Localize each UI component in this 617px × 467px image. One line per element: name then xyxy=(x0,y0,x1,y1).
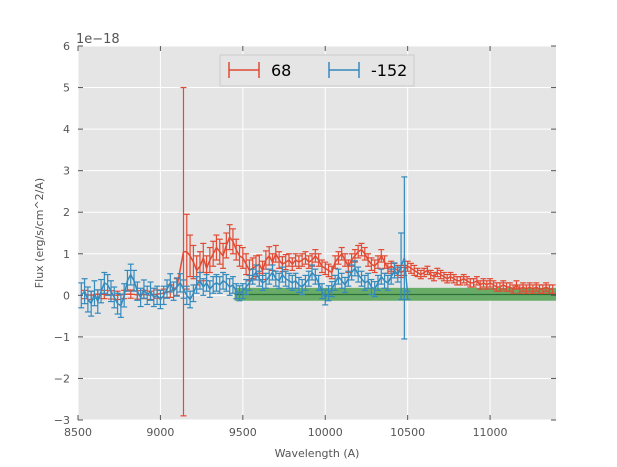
series-line xyxy=(80,257,409,307)
x-tick-label: 10500 xyxy=(390,426,425,439)
grid-lines xyxy=(77,45,556,421)
y-tick-label: 2 xyxy=(63,206,70,219)
y-tick-label: 3 xyxy=(63,165,70,178)
y-tick-label: 6 xyxy=(63,40,70,53)
x-tick-label: 9500 xyxy=(229,426,257,439)
y-axis: −3 −2 −1 0 1 2 3 4 5 6 xyxy=(54,40,556,427)
legend-marker-68 xyxy=(228,62,260,78)
plot-background xyxy=(78,46,556,420)
y-tick-label: 4 xyxy=(63,123,70,136)
x-tick-label: 8500 xyxy=(64,426,92,439)
highlight-band xyxy=(234,287,556,301)
x-tick-label: 9000 xyxy=(146,426,174,439)
y-tick-label: −3 xyxy=(54,414,70,427)
y-tick-label: 0 xyxy=(63,289,70,302)
legend-marker-neg152 xyxy=(328,62,360,78)
y-tick-label: −1 xyxy=(54,331,70,344)
x-tick-label: 11000 xyxy=(473,426,508,439)
y-offset-label: 1e−18 xyxy=(76,32,120,47)
x-axis-label: Wavelength (A) xyxy=(275,447,360,460)
y-axis-label: Flux (erg/s/cm^2/A) xyxy=(33,178,46,288)
y-tick-label: −2 xyxy=(54,372,70,385)
series-neg152 xyxy=(78,176,411,340)
x-axis: 8500 9000 9500 10000 10500 11000 xyxy=(64,46,508,439)
x-tick-label: 10000 xyxy=(308,426,343,439)
y-tick-label: 1 xyxy=(63,248,70,261)
legend-label-68: 68 xyxy=(271,61,291,80)
legend: 68 -152 xyxy=(219,54,415,87)
y-tick-label: 5 xyxy=(63,82,70,95)
legend-label-neg152: -152 xyxy=(371,61,407,80)
